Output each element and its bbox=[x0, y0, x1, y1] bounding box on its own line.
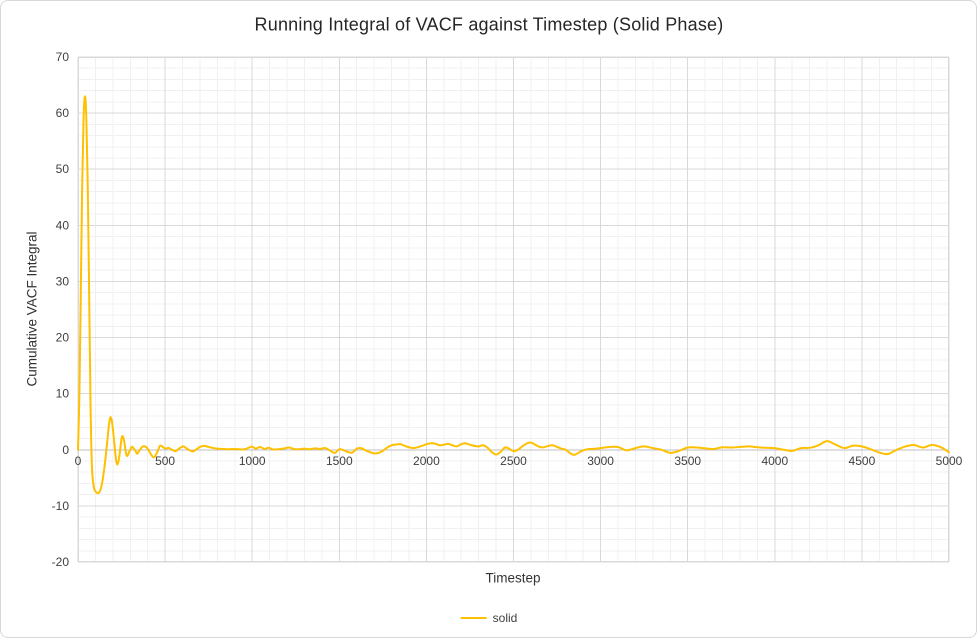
y-tick-label: -20 bbox=[52, 555, 70, 569]
x-tick-label: 4500 bbox=[849, 454, 876, 468]
y-axis-title: Cumulative VACF Integral bbox=[24, 231, 40, 387]
y-tick-label: 20 bbox=[56, 331, 70, 345]
y-tick-label: 60 bbox=[56, 106, 70, 120]
y-tick-label: 70 bbox=[56, 50, 70, 64]
y-tick-label: 50 bbox=[56, 162, 70, 176]
x-axis-title: Timestep bbox=[485, 570, 541, 586]
y-tick-label: -10 bbox=[52, 499, 70, 513]
x-tick-label: 2000 bbox=[413, 454, 440, 468]
x-tick-label: 5000 bbox=[936, 454, 963, 468]
x-tick-label: 1000 bbox=[239, 454, 266, 468]
x-tick-label: 4000 bbox=[761, 454, 788, 468]
series-line-solid bbox=[77, 95, 950, 495]
x-tick-label: 2500 bbox=[500, 454, 527, 468]
x-tick-label: 500 bbox=[155, 454, 175, 468]
y-tick-label: 40 bbox=[56, 218, 70, 232]
legend-line-swatch-icon bbox=[460, 617, 487, 619]
x-tick-label: 3000 bbox=[587, 454, 614, 468]
x-tick-label: 1500 bbox=[326, 454, 353, 468]
y-tick-label: 30 bbox=[56, 274, 70, 288]
plot-border bbox=[78, 57, 949, 562]
y-tick-label: 10 bbox=[56, 387, 70, 401]
y-tick-label: 0 bbox=[62, 443, 69, 457]
legend-label: solid bbox=[492, 611, 518, 625]
x-tick-label: 0 bbox=[75, 454, 82, 468]
chart-title: Running Integral of VACF against Timeste… bbox=[254, 14, 724, 35]
plot-area[interactable]: 0 500 1000 1500 2000 2500 3000 3500 4000 4500 5000… bbox=[52, 50, 963, 569]
x-tick-label: 3500 bbox=[674, 454, 701, 468]
legend[interactable]: solid bbox=[460, 611, 518, 625]
